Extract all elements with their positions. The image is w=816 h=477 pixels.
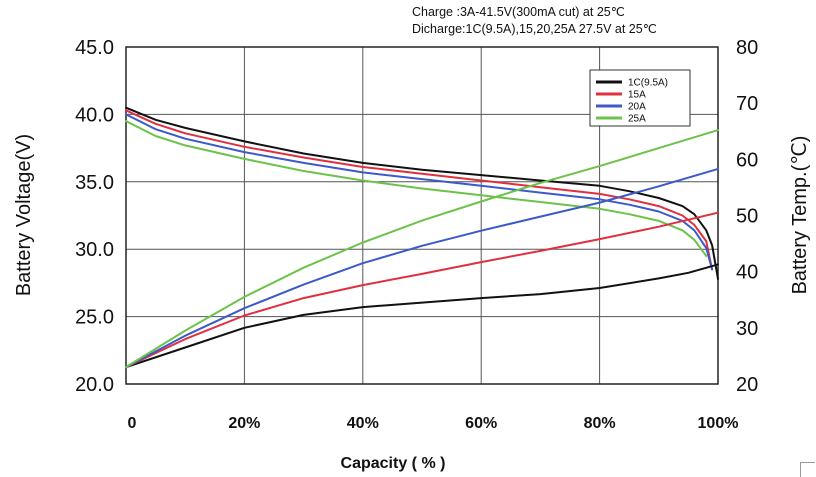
y-tick-label: 30.0 (75, 239, 114, 261)
series-line-temperature-25a (125, 129, 719, 369)
x-tick-label: 0 (128, 415, 137, 432)
grid-lines (126, 47, 718, 384)
left-axis-ticks: 20.0 25.0 30.0 35.0 40.0 45.0 (75, 37, 114, 396)
x-tick-label: 20% (228, 415, 260, 432)
y2-tick-label: 60 (736, 149, 758, 171)
series-line-voltage-25a (125, 120, 708, 257)
series-line-voltage-20a (125, 113, 714, 271)
y2-tick-label: 30 (736, 318, 758, 340)
legend-label: 25A (628, 114, 646, 125)
x-tick-label: 100% (698, 415, 739, 432)
series-line-temperature-20a (125, 167, 719, 369)
y-tick-label: 45.0 (75, 37, 114, 59)
x-axis-ticks: 0 20% 40% 60% 80% 100% (128, 415, 739, 432)
y2-tick-label: 20 (736, 374, 758, 396)
y2-tick-label: 80 (736, 37, 758, 59)
legend-label: 1C(9.5A) (628, 78, 668, 89)
y-axis-label: Battery Voltage(V) (13, 134, 35, 296)
series-line-temperature-1c95a (125, 263, 719, 369)
x-tick-label: 80% (584, 415, 616, 432)
plot-frame (125, 46, 719, 385)
legend-label: 20A (628, 102, 646, 113)
y-tick-label: 40.0 (75, 104, 114, 126)
series-layer (125, 106, 719, 369)
legend-label: 15A (628, 90, 646, 101)
series-line-voltage-1c95a (125, 106, 719, 280)
corner-mark (800, 462, 815, 477)
y2-tick-label: 50 (736, 206, 758, 228)
chart-annotation-charge: Charge :3A-41.5V(300mA cut) at 25℃ (412, 5, 625, 19)
x-axis-label: Capacity ( % ) (341, 455, 446, 472)
y2-axis-label: Battery Temp.(℃) (789, 136, 811, 295)
y-tick-label: 25.0 (75, 307, 114, 329)
y-tick-label: 35.0 (75, 172, 114, 194)
chart-annotation-discharge: Dicharge:1C(9.5A),15,20,25A 27.5V at 25℃ (412, 22, 657, 36)
x-tick-label: 40% (347, 415, 379, 432)
x-tick-label: 60% (465, 415, 497, 432)
y2-tick-label: 40 (736, 262, 758, 284)
series-line-temperature-15a (125, 211, 719, 369)
right-axis-ticks: 20 30 40 50 60 70 80 (736, 37, 758, 396)
y2-tick-label: 70 (736, 93, 758, 115)
y-tick-label: 20.0 (75, 374, 114, 396)
